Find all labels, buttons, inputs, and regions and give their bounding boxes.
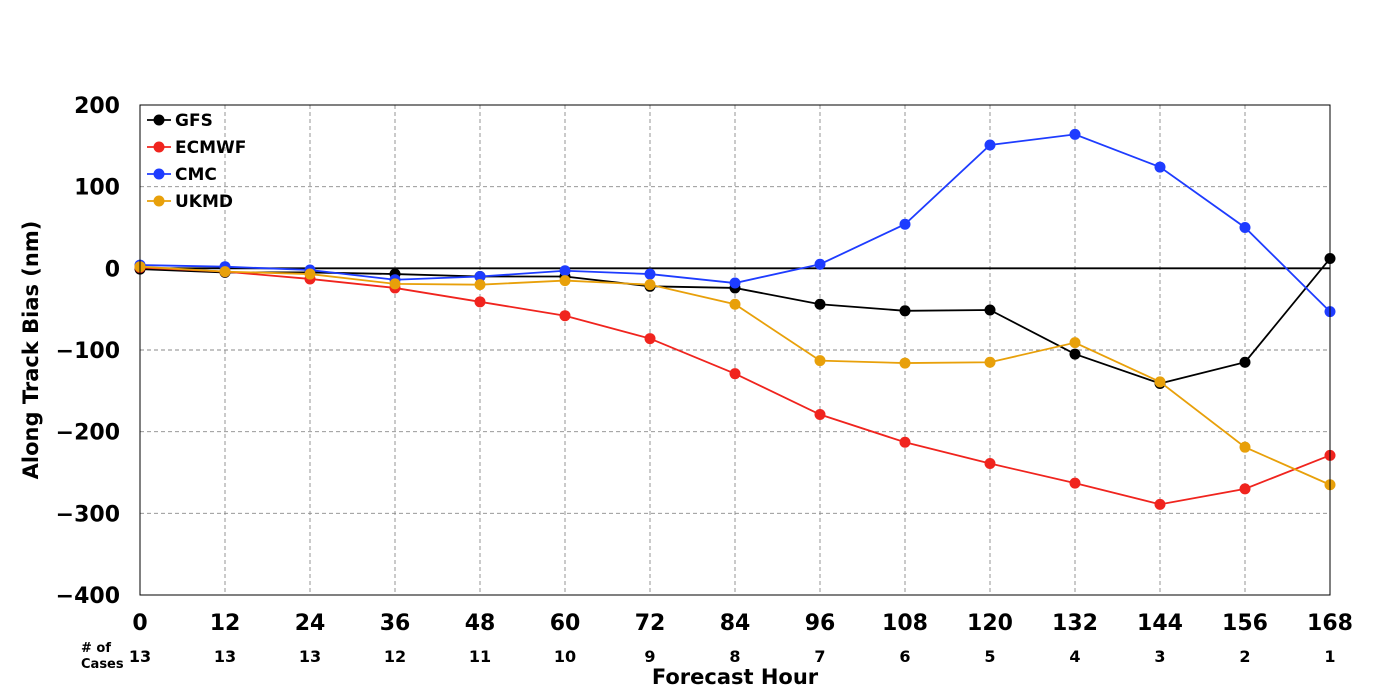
x-tick-label: 108 — [882, 611, 928, 636]
data-point — [1154, 498, 1166, 510]
data-point — [559, 265, 571, 277]
data-point — [899, 436, 911, 448]
legend-item-ecmwf: ECMWF — [147, 138, 246, 158]
case-count: 3 — [1154, 647, 1165, 666]
data-point — [984, 304, 996, 316]
x-tick-label: 0 — [132, 611, 147, 636]
data-point — [899, 218, 911, 230]
cases-label-line2: Cases — [81, 657, 124, 672]
y-tick-label: −200 — [56, 421, 120, 446]
x-tick-label: 84 — [720, 611, 751, 636]
plot-frame — [139, 104, 1331, 596]
data-point — [389, 278, 401, 290]
cases-row: 13 13 13 12 11 10 9 8 7 6 5 4 3 2 1 — [129, 647, 1336, 666]
data-point — [304, 268, 316, 280]
case-count: 12 — [384, 647, 406, 666]
y-tick-label: 0 — [105, 257, 120, 282]
data-series — [134, 128, 1336, 510]
y-tick-label: 100 — [74, 176, 120, 201]
data-point — [899, 357, 911, 369]
data-point — [1069, 128, 1081, 140]
data-point — [984, 458, 996, 470]
cases-label-line1: # of — [81, 641, 111, 656]
legend-marker — [153, 168, 165, 180]
case-count: 4 — [1069, 647, 1080, 666]
data-point — [559, 310, 571, 322]
data-point — [1239, 222, 1251, 233]
data-point — [1154, 376, 1166, 388]
data-point — [644, 268, 656, 280]
x-tick-label: 48 — [465, 611, 496, 636]
y-tick-label: −100 — [56, 339, 120, 364]
data-point — [899, 305, 911, 317]
x-tick-label: 24 — [295, 611, 326, 636]
x-tick-label: 132 — [1052, 611, 1098, 636]
x-tick-label: 36 — [380, 611, 411, 636]
data-point — [729, 277, 741, 289]
data-point — [1069, 337, 1081, 349]
y-axis-label: Along Track Bias (nm) — [19, 221, 43, 480]
legend-item-cmc: CMC — [147, 165, 217, 185]
data-point — [644, 333, 656, 345]
case-count: 2 — [1239, 647, 1250, 666]
data-point — [814, 258, 826, 270]
data-point — [1069, 348, 1081, 360]
x-tick-label: 120 — [967, 611, 1013, 636]
case-count: 1 — [1324, 647, 1335, 666]
data-point — [814, 409, 826, 421]
grid-lines — [139, 104, 1331, 596]
case-count: 13 — [214, 647, 236, 666]
data-point — [474, 296, 486, 308]
x-tick-labels: 0 12 24 36 48 60 72 84 96 108 120 132 144 156 168 — [132, 611, 1353, 636]
case-count: 5 — [984, 647, 995, 666]
legend-item-ukmd: UKMD — [147, 192, 233, 212]
y-tick-label: 200 — [74, 94, 120, 119]
x-tick-label: 144 — [1137, 611, 1183, 636]
x-tick-label: 60 — [550, 611, 581, 636]
legend-item-gfs: GFS — [147, 111, 213, 131]
case-count: 10 — [554, 647, 576, 666]
x-axis-label: Forecast Hour — [652, 665, 819, 689]
data-point — [474, 271, 486, 282]
y-tick-labels: 200 100 0 −100 −200 −300 −400 — [56, 94, 120, 609]
case-count: 13 — [129, 647, 151, 666]
x-tick-label: 12 — [210, 611, 241, 636]
legend-marker — [153, 195, 165, 207]
data-point — [1069, 477, 1081, 489]
data-point — [1239, 483, 1251, 495]
case-count: 7 — [814, 647, 825, 666]
legend: GFS ECMWF CMC UKMD — [147, 111, 246, 212]
data-point — [729, 368, 741, 380]
x-tick-label: 168 — [1307, 611, 1353, 636]
data-point — [814, 355, 826, 367]
data-point — [814, 298, 826, 310]
legend-label: GFS — [175, 111, 213, 131]
case-count: 6 — [899, 647, 910, 666]
data-point — [219, 266, 231, 278]
case-count: 11 — [469, 647, 491, 666]
data-point — [1239, 441, 1251, 453]
legend-label: ECMWF — [175, 138, 246, 158]
data-point — [474, 279, 486, 291]
x-tick-label: 72 — [635, 611, 666, 636]
legend-label: UKMD — [175, 192, 233, 212]
case-count: 9 — [644, 647, 655, 666]
y-tick-label: −300 — [56, 502, 120, 527]
data-point — [984, 139, 996, 151]
data-point — [1239, 356, 1251, 368]
x-tick-label: 156 — [1222, 611, 1268, 636]
data-point — [729, 298, 741, 310]
legend-marker — [153, 114, 165, 126]
case-count: 8 — [729, 647, 740, 666]
data-point — [1154, 161, 1166, 173]
legend-label: CMC — [175, 165, 217, 185]
data-point — [984, 356, 996, 368]
x-tick-label: 96 — [805, 611, 836, 636]
data-point — [559, 275, 571, 287]
case-count: 13 — [299, 647, 321, 666]
y-tick-label: −400 — [56, 584, 120, 609]
legend-marker — [153, 141, 165, 153]
data-point — [644, 279, 656, 291]
